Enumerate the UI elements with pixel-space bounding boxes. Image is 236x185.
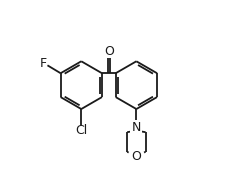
- Text: O: O: [131, 150, 141, 163]
- Text: N: N: [132, 121, 141, 134]
- Text: F: F: [40, 57, 47, 70]
- Text: O: O: [104, 45, 114, 58]
- Text: Cl: Cl: [75, 124, 87, 137]
